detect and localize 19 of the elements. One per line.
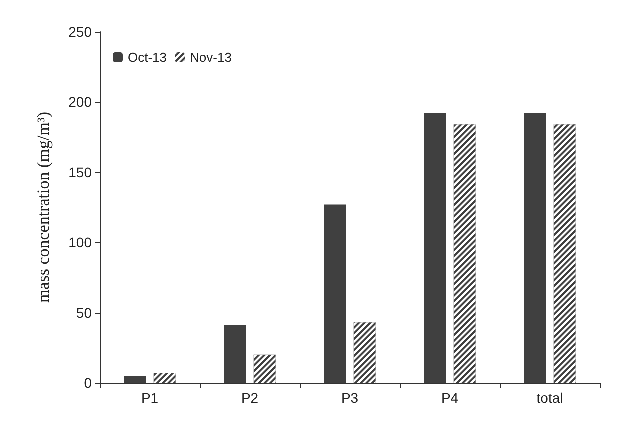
bar: [424, 113, 446, 383]
bar: [224, 325, 246, 383]
y-tick-label: 150: [68, 164, 92, 180]
x-tick-label: P2: [241, 390, 259, 406]
x-tick-label: total: [536, 390, 564, 406]
y-tick-label: 100: [68, 234, 92, 251]
bar: [324, 204, 346, 383]
y-tick-label: 50: [76, 304, 92, 321]
y-tick-label: 0: [84, 375, 92, 391]
legend-label: Oct-13: [128, 50, 168, 65]
bar: [124, 376, 146, 383]
x-tick-label: P1: [141, 390, 159, 406]
x-tick-label: P3: [341, 390, 359, 406]
bar: [524, 113, 546, 383]
x-tick-label: P4: [441, 390, 459, 406]
legend-label: Nov-13: [190, 50, 232, 65]
y-tick-label: 200: [68, 94, 92, 110]
y-axis-title: mass concentration (mg/m³): [34, 112, 53, 304]
y-tick-label: 250: [68, 24, 92, 40]
